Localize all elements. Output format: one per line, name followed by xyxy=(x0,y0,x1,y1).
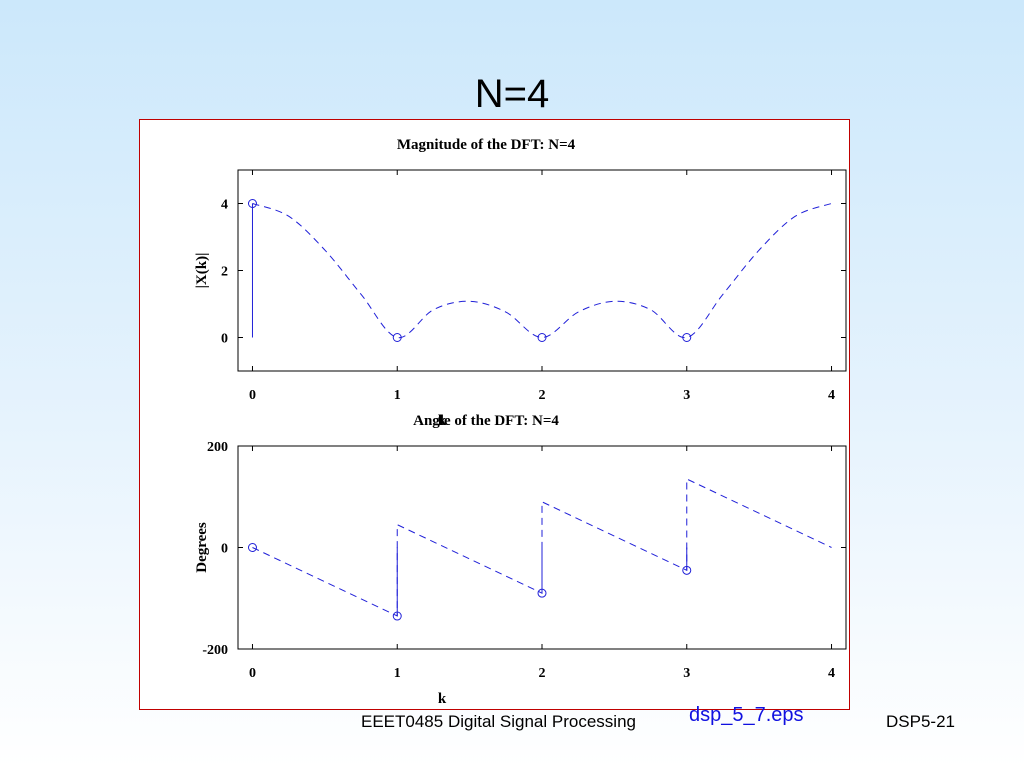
angle-plot-x-tick-label: 1 xyxy=(394,666,401,681)
angle-plot-x-axis-label: k xyxy=(438,691,447,707)
figure-frame: Magnitude of the DFT: N=4 |X(k)| k 0 1 2 3 4… xyxy=(139,119,850,710)
angle-plot-y-tick-label: -200 xyxy=(202,643,228,658)
magnitude-plot-y-tick-label: 0 xyxy=(221,332,228,347)
magnitude-plot-x-tick-label: 2 xyxy=(539,388,546,403)
magnitude-plot-x-tick-label: 0 xyxy=(249,388,256,403)
magnitude-plot-x-tick-label: 4 xyxy=(828,388,835,403)
magnitude-plot-title: Magnitude of the DFT: N=4 xyxy=(397,137,576,153)
magnitude-plot: Magnitude of the DFT: N=4 |X(k)| k 0 1 2 3 4… xyxy=(194,137,847,429)
magnitude-plot-x-axis-label: k xyxy=(438,413,447,429)
angle-plot-y-axis-label: Degrees xyxy=(194,522,210,573)
magnitude-plot-y-tick-label: 4 xyxy=(221,198,228,213)
magnitude-plot-y-axis-label: |X(k)| xyxy=(194,253,210,289)
footer-file-name: dsp_5_7.eps xyxy=(689,704,804,726)
magnitude-plot-y-tick-label: 2 xyxy=(221,265,228,280)
angle-plot-stem-marker xyxy=(537,588,547,598)
angle-plot-stem-marker xyxy=(682,565,692,575)
angle-plot-y-tick-label: 0 xyxy=(221,542,228,557)
angle-plot-stem-marker xyxy=(392,611,402,621)
magnitude-plot-stem-marker xyxy=(392,333,402,342)
slide-title: N=4 xyxy=(474,72,550,116)
angle-plot-x-tick-label: 0 xyxy=(249,666,256,681)
angle-plot-y-tick-label: 200 xyxy=(207,440,228,455)
angle-plot-title: Angle of the DFT: N=4 xyxy=(413,413,559,429)
angle-plot-x-tick-label: 3 xyxy=(683,666,690,681)
angle-plot-stem-marker xyxy=(247,543,257,552)
angle-plot-x-tick-label: 4 xyxy=(828,666,835,681)
magnitude-plot-x-tick-label: 3 xyxy=(683,388,690,403)
magnitude-plot-x-tick-label: 1 xyxy=(394,388,401,403)
magnitude-plot-stem-marker xyxy=(247,199,257,208)
footer-course-name: EEET0485 Digital Signal Processing xyxy=(361,712,636,731)
footer-page-number: DSP5-21 xyxy=(886,712,955,731)
magnitude-plot-envelope-line xyxy=(252,203,832,339)
angle-plot-x-tick-label: 2 xyxy=(539,666,546,681)
angle-plot: Angle of the DFT: N=4 Degrees k 0 1 2 3 4 -20… xyxy=(194,413,847,707)
magnitude-plot-stem-marker xyxy=(537,333,547,342)
dft-figure: Magnitude of the DFT: N=4 |X(k)| k 0 1 2 3 4… xyxy=(194,137,847,707)
magnitude-plot-stem-marker xyxy=(682,333,692,342)
magnitude-plot-axes-box xyxy=(237,169,847,372)
